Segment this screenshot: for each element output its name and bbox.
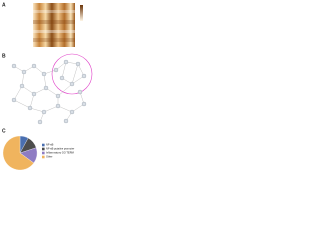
legend-swatch: [42, 155, 45, 159]
heatmap-row: [33, 30, 75, 33]
pie-chart: [2, 135, 38, 171]
cluster-outline: [51, 53, 93, 95]
legend-swatch: [42, 143, 45, 147]
color-bar: [80, 5, 83, 21]
heatmap: [33, 3, 83, 47]
heatmap-row: [33, 20, 75, 24]
legend-label: NF-κB: [46, 143, 54, 147]
legend-label: Other: [46, 155, 53, 159]
heatmap-row: [33, 38, 75, 42]
network: [11, 53, 93, 125]
panel-label: A: [2, 2, 6, 8]
panel-label: C: [2, 128, 6, 134]
pie-slice: [2, 135, 34, 171]
nodes: [11, 59, 87, 125]
legend-label: Inflammatory GO TERM: [46, 151, 74, 155]
legend-label: NF-κB putative promoter: [46, 147, 74, 151]
panel-label: B: [2, 53, 6, 59]
figure: A B: [2, 2, 93, 171]
heatmap-row: [33, 10, 75, 13]
legend-swatch: [42, 151, 45, 155]
legend-swatch: [42, 147, 45, 151]
heatmap-cells: [33, 3, 75, 47]
